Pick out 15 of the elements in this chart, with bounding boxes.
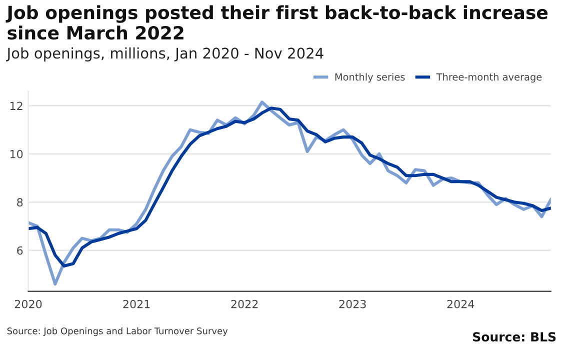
chart-title: Job openings posted their first back-to-back increase since March 2022 xyxy=(6,5,548,40)
x-tick-label: 2021 xyxy=(123,300,150,308)
x-tick-label: 2023 xyxy=(339,300,366,308)
chart-subtitle: Job openings, millions, Jan 2020 - Nov 2024 xyxy=(6,47,324,62)
x-tick-label: 2024 xyxy=(447,300,474,308)
legend-label: Three-month average xyxy=(436,73,542,83)
source-note: Source: Job Openings and Labor Turnover Survey xyxy=(7,327,228,336)
y-tick-label: 6 xyxy=(17,246,23,255)
source-note: Source: BLS xyxy=(473,332,556,342)
y-tick-label: 12 xyxy=(10,102,22,110)
y-tick-label: 10 xyxy=(10,150,23,158)
legend-label: Monthly series xyxy=(335,73,405,83)
x-tick-label: 2022 xyxy=(231,300,258,308)
x-tick-label: 2020 xyxy=(14,300,42,308)
y-tick-label: 8 xyxy=(17,198,23,207)
